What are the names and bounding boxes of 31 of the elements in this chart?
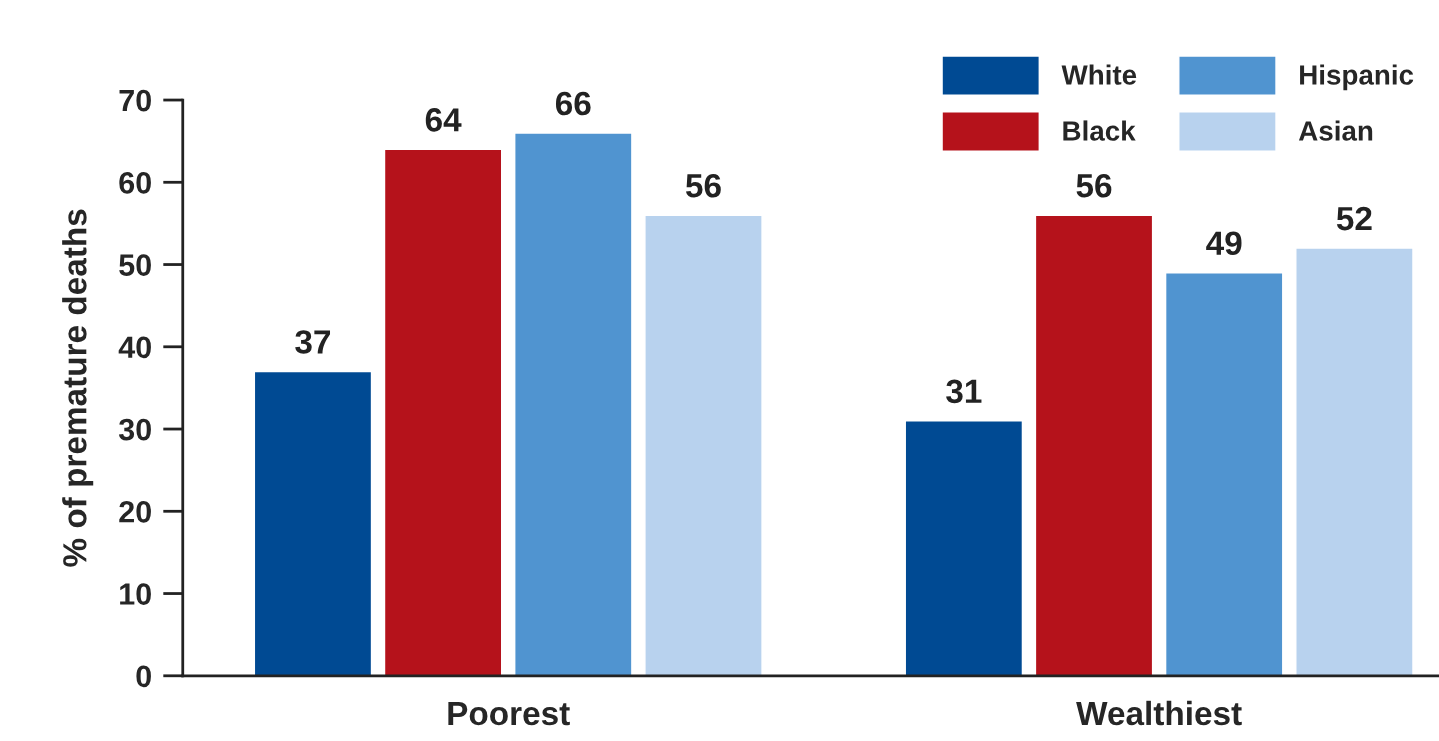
bar bbox=[1164, 272, 1284, 676]
data-label: 66 bbox=[555, 91, 591, 116]
data-label: 52 bbox=[1336, 206, 1372, 231]
bar bbox=[253, 370, 373, 676]
legend-label: Black bbox=[1063, 120, 1136, 141]
data-label: 31 bbox=[946, 379, 982, 404]
y-tick-label: 20 bbox=[119, 501, 151, 523]
legend-label: Asian bbox=[1298, 120, 1373, 141]
y-tick-label: 0 bbox=[136, 665, 151, 688]
data-label: 56 bbox=[685, 173, 721, 198]
y-tick-label: 50 bbox=[119, 254, 151, 276]
data-label: 64 bbox=[425, 108, 462, 132]
bar bbox=[1295, 247, 1414, 676]
data-label: 56 bbox=[1076, 173, 1112, 198]
y-axis-title: % of premature deaths bbox=[62, 209, 94, 567]
y-tick-label: 40 bbox=[118, 336, 151, 359]
bar bbox=[514, 132, 633, 676]
y-tick-label: 30 bbox=[118, 418, 151, 441]
bar bbox=[383, 148, 503, 676]
y-tick-label: 60 bbox=[119, 172, 151, 194]
legend-label: Hispanic bbox=[1300, 64, 1414, 91]
bar bbox=[644, 214, 763, 676]
data-label: 37 bbox=[295, 330, 331, 354]
bar bbox=[904, 420, 1024, 676]
legend-label: White bbox=[1061, 64, 1137, 85]
x-tick-label: Wealthiest bbox=[1076, 700, 1242, 726]
y-tick-label: 10 bbox=[120, 583, 151, 605]
data-label: 49 bbox=[1206, 231, 1242, 256]
x-tick-label: Poorest bbox=[448, 702, 570, 726]
y-tick-label: 70 bbox=[119, 89, 151, 112]
bar bbox=[1034, 214, 1154, 676]
